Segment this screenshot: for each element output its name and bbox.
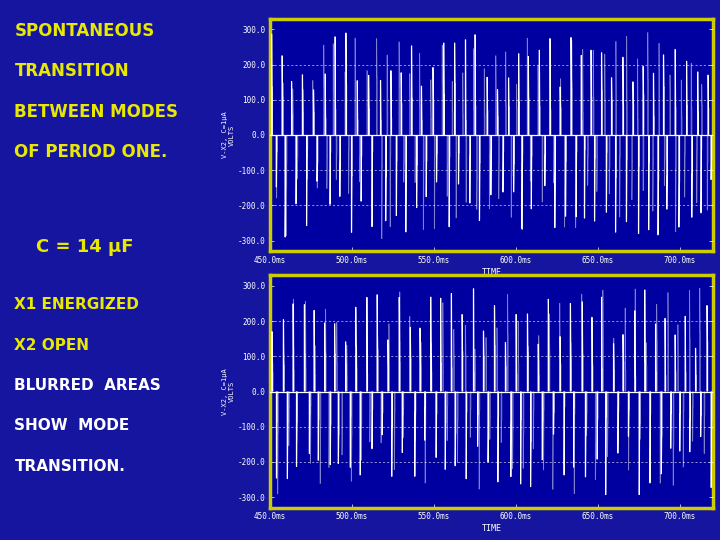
Text: X2 OPEN: X2 OPEN [14,338,89,353]
Text: TRANSITION.: TRANSITION. [14,459,125,474]
Text: BLURRED  AREAS: BLURRED AREAS [14,378,161,393]
Text: BETWEEN MODES: BETWEEN MODES [14,103,179,120]
Text: SHOW  MODE: SHOW MODE [14,418,130,434]
X-axis label: TIME: TIME [482,268,501,276]
Text: C = 14 μF: C = 14 μF [36,238,133,255]
Text: X1 ENERGIZED: X1 ENERGIZED [14,297,139,312]
Text: TRANSITION: TRANSITION [14,62,129,80]
Text: SPONTANEOUS: SPONTANEOUS [14,22,155,39]
Y-axis label: V-X2, C=1μA
VOLTS: V-X2, C=1μA VOLTS [222,112,235,158]
Y-axis label: V-X2, C=1μA
VOLTS: V-X2, C=1μA VOLTS [222,368,235,415]
Text: OF PERIOD ONE.: OF PERIOD ONE. [14,143,168,161]
X-axis label: TIME: TIME [482,524,501,533]
